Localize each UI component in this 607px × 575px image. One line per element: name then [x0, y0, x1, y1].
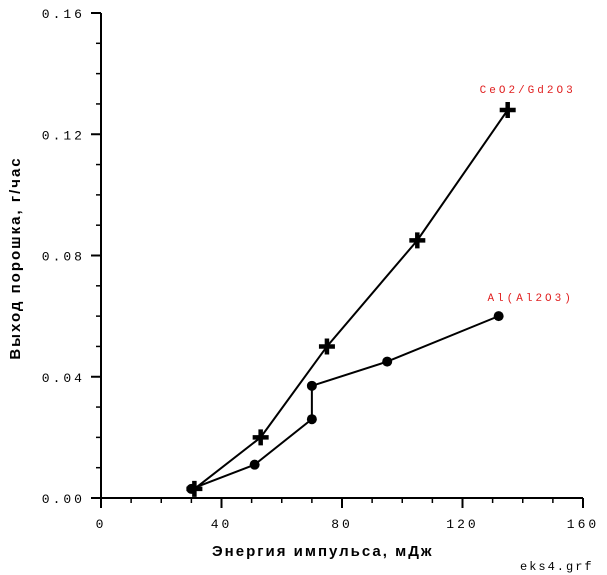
y-tick-label: 0.16: [42, 7, 85, 22]
circle-marker: [493, 311, 504, 322]
x-tick-label: 160: [567, 517, 599, 532]
series-label: CeO2/Gd2O3: [480, 85, 576, 97]
x-tick-label: 40: [211, 517, 233, 532]
y-axis-title: Выход порошка, г/час: [7, 156, 24, 359]
axes: 0 40 80 120 160 0.00 0.04 0.08 0.12 0.16: [42, 7, 599, 532]
series-0: CeO2/Gd2O3: [186, 85, 576, 497]
circle-marker: [306, 380, 317, 391]
circle-marker: [186, 483, 197, 494]
series-layer: CeO2/Gd2O3 Al(Al2O3): [186, 85, 576, 497]
cross-marker: [252, 429, 269, 446]
x-tick-label: 80: [331, 517, 353, 532]
x-tick-label: 120: [446, 517, 478, 532]
x-tick-label: 0: [96, 517, 107, 532]
series-1: Al(Al2O3): [186, 293, 573, 494]
series-line: [191, 315, 500, 490]
x-axis-title: Энергия импульса, мДж: [212, 543, 434, 560]
series-line: [193, 109, 509, 490]
circle-marker: [382, 356, 393, 367]
footer-label: eks4.grf: [520, 560, 594, 574]
circle-marker: [249, 459, 260, 470]
circle-marker: [306, 414, 317, 425]
y-tick-label: 0.12: [42, 128, 85, 143]
y-tick-label: 0.00: [42, 492, 85, 507]
cross-marker: [409, 232, 426, 249]
series-label: Al(Al2O3): [487, 293, 573, 305]
y-tick-label: 0.04: [42, 371, 85, 386]
cross-marker: [318, 338, 335, 355]
y-tick-label: 0.08: [42, 250, 85, 265]
cross-marker: [499, 102, 516, 118]
